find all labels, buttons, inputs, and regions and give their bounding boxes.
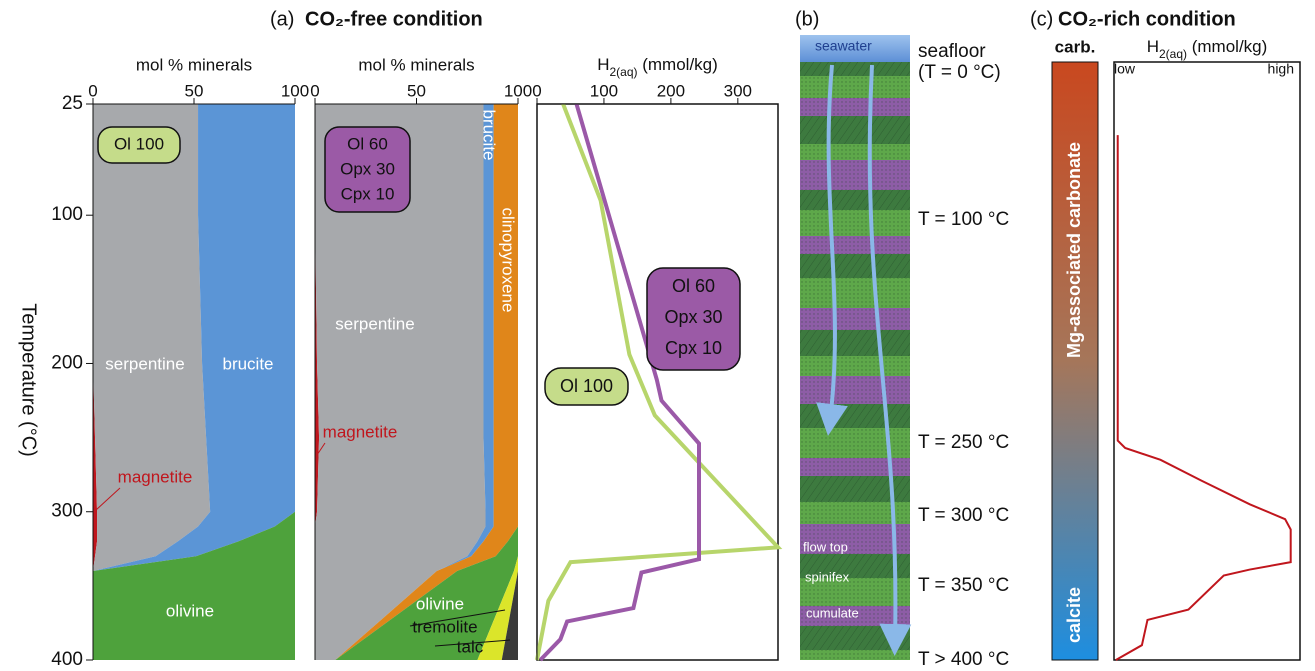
figure: (a) CO₂-free condition (b) (c) CO₂-rich … (0, 0, 1315, 671)
layer-texture (800, 190, 910, 210)
layer-texture (800, 376, 910, 404)
x-tick-label: 200 (657, 81, 685, 100)
layer-texture (800, 98, 910, 116)
layer-texture (800, 458, 910, 476)
area-label: magnetite (118, 467, 193, 486)
layer-texture (800, 144, 910, 160)
panel-title: CO₂-rich condition (1058, 8, 1236, 30)
layer-texture (800, 236, 910, 254)
area-label: serpentine (335, 314, 414, 333)
depth-label: seafloor (918, 41, 986, 62)
plot-frame (1114, 62, 1300, 660)
x-tick-label: high (1268, 61, 1294, 77)
legend-text: Ol 60 (672, 276, 715, 296)
legend-text: Opx 30 (664, 307, 722, 327)
layer-label: flow top (803, 539, 848, 554)
layer-texture (800, 404, 910, 428)
colorbar-text: Mg-associated carbonate (1064, 142, 1084, 358)
x-tick-label: 300 (724, 81, 752, 100)
layer-texture (800, 308, 910, 330)
panel-title: CO₂-free condition (305, 8, 483, 30)
x-axis-title: H2(aq) (mmol/kg) (597, 55, 718, 79)
x-axis-title-part: (mmol/kg) (638, 55, 718, 74)
x-axis-title: mol % minerals (358, 55, 474, 74)
y-tick-label: 300 (51, 501, 83, 522)
x-tick-label: 0 (532, 81, 541, 100)
layer-texture (800, 254, 910, 278)
x-axis-title-part: H (1147, 37, 1159, 56)
y-tick-label: 25 (62, 93, 83, 114)
area-label: olivine (166, 601, 214, 620)
x-tick-label: 100 (590, 81, 618, 100)
area-label: clinopyroxene (499, 208, 518, 313)
x-axis-title-part: (mmol/kg) (1187, 37, 1267, 56)
depth-label: (T = 0 °C) (918, 62, 1001, 83)
layer-texture (800, 650, 910, 660)
colorbar-text: calcite (1064, 587, 1084, 643)
x-axis-title-part: H (597, 55, 609, 74)
y-tick-label: 200 (51, 352, 83, 373)
area-label: talc (457, 637, 484, 656)
area-label: serpentine (105, 354, 184, 373)
x-tick-label: 0 (88, 81, 97, 100)
legend-text: Cpx 10 (665, 338, 722, 358)
panel-label: (a) (270, 8, 294, 30)
y-tick-label: 400 (51, 649, 83, 670)
colorbar-label: carb. (1055, 37, 1096, 56)
composition-text: Ol 100 (114, 134, 164, 153)
layer-texture (800, 356, 910, 376)
depth-label: T = 350 °C (918, 575, 1009, 596)
area-label: olivine (416, 594, 464, 613)
panel-label: (c) (1030, 8, 1053, 30)
layer-texture (800, 330, 910, 356)
panel-label: (b) (795, 8, 819, 30)
composition-text: Ol 60 (347, 134, 388, 153)
layer-texture (800, 116, 910, 144)
x-tick-label: 100 (504, 81, 532, 100)
layer-label: spinifex (805, 569, 850, 584)
depth-label: T > 400 °C (918, 649, 1009, 670)
layer-texture (800, 62, 910, 76)
column: seawater (800, 35, 910, 660)
x-axis-title: mol % minerals (136, 55, 252, 74)
line (1116, 135, 1291, 660)
area-label: magnetite (323, 422, 398, 441)
seawater-label: seawater (815, 38, 872, 54)
x-axis-title-part: 2(aq) (609, 65, 637, 79)
y-axis-title: Temperature (°C) (18, 303, 40, 457)
x-tick-label: 0 (310, 81, 319, 100)
composition-text: Opx 30 (340, 159, 395, 178)
area-label: tremolite (412, 617, 477, 636)
x-tick-label: 50 (407, 81, 426, 100)
layer-texture (800, 210, 910, 236)
y-tick-label: 100 (51, 204, 83, 225)
layer-texture (800, 278, 910, 308)
composition-text: Cpx 10 (341, 184, 395, 203)
layer-texture (800, 76, 910, 98)
legend-text: Ol 100 (560, 376, 613, 396)
x-axis-title-part: 2(aq) (1159, 47, 1187, 61)
layer-label: cumulate (806, 605, 859, 620)
layer-texture (800, 428, 910, 458)
depth-label: T = 250 °C (918, 432, 1009, 453)
depth-label: T = 300 °C (918, 505, 1009, 526)
area-label: brucite (480, 109, 499, 160)
x-tick-label: 50 (185, 81, 204, 100)
x-tick-label: 100 (281, 81, 309, 100)
layer-texture (800, 160, 910, 190)
x-tick-label: low (1114, 61, 1136, 77)
depth-label: T = 100 °C (918, 209, 1009, 230)
area-label: brucite (222, 354, 273, 373)
x-axis-title: H2(aq) (mmol/kg) (1147, 37, 1268, 61)
